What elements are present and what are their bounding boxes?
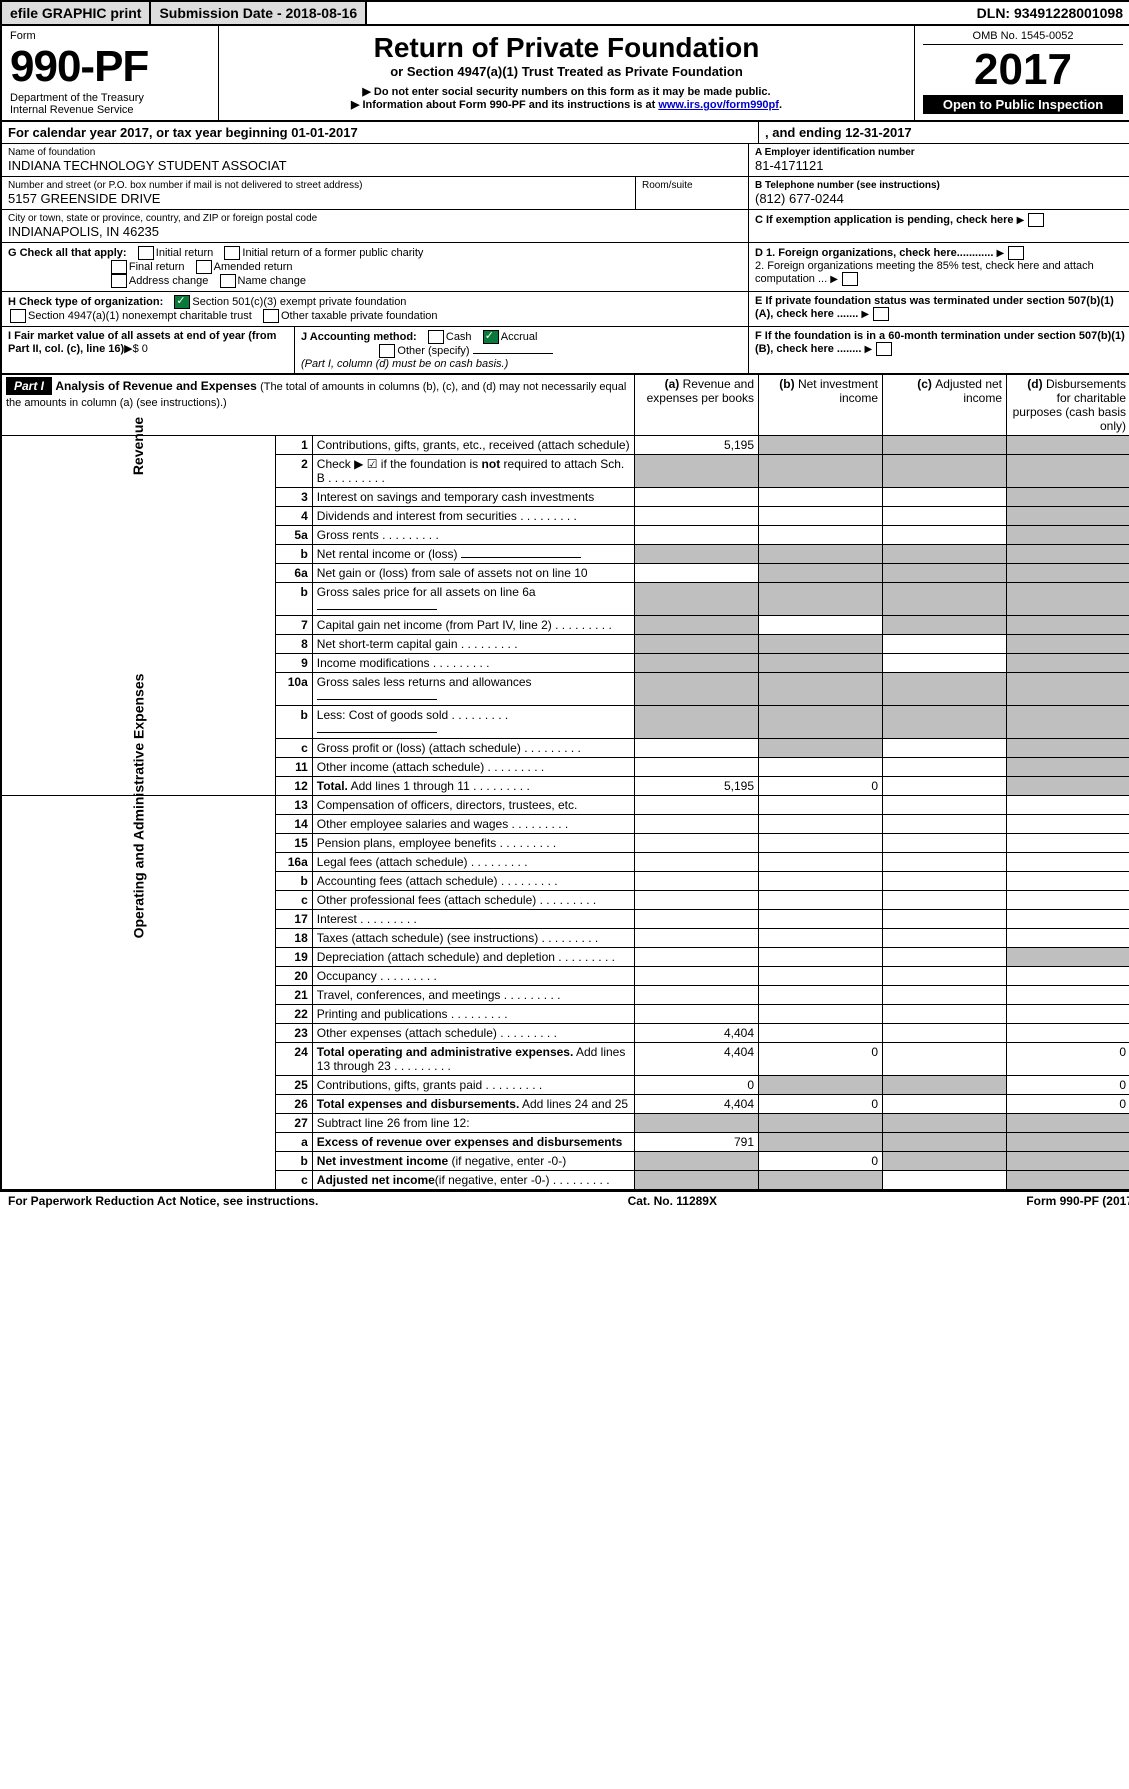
top-bar: efile GRAPHIC print Submission Date - 20…: [2, 2, 1129, 26]
cat-no: Cat. No. 11289X: [628, 1194, 717, 1208]
table-row: Revenue1Contributions, gifts, grants, et…: [2, 436, 1129, 455]
section-j: J Accounting method: Cash Accrual Other …: [295, 327, 749, 373]
dln: DLN: 93491228001098: [969, 2, 1129, 24]
section-h: H Check type of organization: Section 50…: [2, 292, 749, 326]
section-i: I Fair market value of all assets at end…: [2, 327, 295, 373]
chk-501c3[interactable]: [174, 295, 190, 309]
col-b: (b) Net investment income: [759, 375, 883, 436]
ein: 81-4171121: [755, 158, 1125, 173]
info-line: ▶ Information about Form 990-PF and its …: [225, 98, 908, 111]
irs: Internal Revenue Service: [10, 104, 210, 116]
ending: , and ending 12-31-2017: [759, 122, 1129, 143]
form-header: Form 990-PF Department of the Treasury I…: [2, 26, 1129, 122]
tax-year: 2017: [923, 45, 1123, 95]
chk-d2[interactable]: [842, 272, 858, 286]
return-subtitle: or Section 4947(a)(1) Trust Treated as P…: [225, 64, 908, 79]
chk-d1[interactable]: [1008, 246, 1024, 260]
city: INDIANAPOLIS, IN 46235: [8, 224, 742, 239]
chk-final[interactable]: [111, 260, 127, 274]
section-c: C If exemption application is pending, c…: [749, 210, 1129, 242]
foundation-name: INDIANA TECHNOLOGY STUDENT ASSOCIAT: [8, 158, 742, 173]
table-row: Operating and Administrative Expenses13C…: [2, 796, 1129, 815]
col-a: (a) Revenue and expenses per books: [635, 375, 759, 436]
section-d: D 1. Foreign organizations, check here..…: [749, 243, 1129, 291]
paperwork-notice: For Paperwork Reduction Act Notice, see …: [8, 1194, 318, 1208]
col-c: (c) Adjusted net income: [883, 375, 1007, 436]
city-label: City or town, state or province, country…: [8, 213, 742, 224]
form-ref: Form 990-PF (2017): [1026, 1194, 1129, 1208]
ssn-warning: ▶ Do not enter social security numbers o…: [225, 85, 908, 98]
address: 5157 GREENSIDE DRIVE: [8, 191, 629, 206]
room-label: Room/suite: [642, 180, 742, 191]
part1-tag: Part I: [6, 377, 52, 395]
efile-button[interactable]: efile GRAPHIC print: [2, 2, 151, 24]
part1-table: Part I Analysis of Revenue and Expenses …: [2, 374, 1129, 1190]
phone-label: B Telephone number (see instructions): [755, 180, 1125, 191]
submission-date: Submission Date - 2018-08-16: [151, 2, 367, 24]
irs-link[interactable]: www.irs.gov/form990pf: [658, 99, 779, 111]
chk-name[interactable]: [220, 274, 236, 288]
phone: (812) 677-0244: [755, 191, 1125, 206]
section-e: E If private foundation status was termi…: [749, 292, 1129, 326]
form-page: efile GRAPHIC print Submission Date - 20…: [0, 0, 1129, 1192]
chk-e[interactable]: [873, 307, 889, 321]
page-footer: For Paperwork Reduction Act Notice, see …: [0, 1192, 1129, 1210]
chk-initial[interactable]: [138, 246, 154, 260]
form-label: Form: [10, 30, 210, 42]
ein-label: A Employer identification number: [755, 147, 1125, 158]
chk-amended[interactable]: [196, 260, 212, 274]
chk-4947[interactable]: [10, 309, 26, 323]
col-d: (d) Disbursements for charitable purpose…: [1007, 375, 1129, 436]
dept: Department of the Treasury: [10, 92, 210, 104]
return-title: Return of Private Foundation: [225, 32, 908, 64]
open-inspection: Open to Public Inspection: [923, 95, 1123, 114]
chk-address[interactable]: [111, 274, 127, 288]
calendar-year: For calendar year 2017, or tax year begi…: [2, 122, 759, 143]
check-c[interactable]: [1028, 213, 1044, 227]
chk-other-tax[interactable]: [263, 309, 279, 323]
chk-accrual[interactable]: [483, 330, 499, 344]
section-f: F If the foundation is in a 60-month ter…: [749, 327, 1129, 373]
chk-initial-former[interactable]: [224, 246, 240, 260]
chk-f[interactable]: [876, 342, 892, 356]
form-number: 990-PF: [10, 42, 210, 92]
chk-other-acct[interactable]: [379, 344, 395, 358]
chk-cash[interactable]: [428, 330, 444, 344]
omb: OMB No. 1545-0052: [923, 30, 1123, 45]
foundation-name-label: Name of foundation: [8, 147, 742, 158]
address-label: Number and street (or P.O. box number if…: [8, 180, 629, 191]
section-g: G Check all that apply: Initial return I…: [2, 243, 749, 291]
